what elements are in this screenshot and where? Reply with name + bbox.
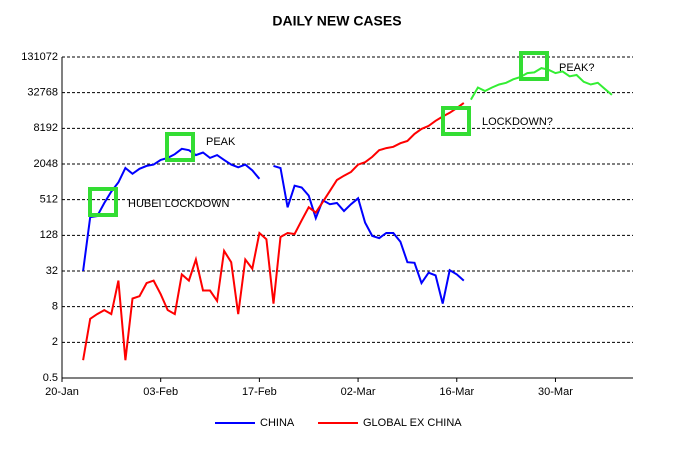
legend-label: CHINA xyxy=(260,417,295,429)
series-line xyxy=(273,164,465,304)
annotation-box xyxy=(88,187,118,217)
y-tick-label: 32768 xyxy=(27,87,58,99)
annotation-text: HUBEI LOCKDOWN xyxy=(128,198,230,210)
annotation-box xyxy=(519,51,549,81)
series-line xyxy=(82,102,465,361)
x-tick-label: 16-Mar xyxy=(439,386,474,398)
y-tick-label: 131072 xyxy=(21,51,58,63)
y-tick-label: 8192 xyxy=(34,122,58,134)
annotation-text: LOCKDOWN? xyxy=(482,116,553,128)
x-tick-label: 17-Feb xyxy=(242,386,277,398)
y-tick-label: 2048 xyxy=(34,158,58,170)
annotation-box xyxy=(441,106,471,136)
x-tick-label: 30-Mar xyxy=(538,386,573,398)
y-tick-label: 0.5 xyxy=(43,372,58,384)
x-tick-label: 03-Feb xyxy=(143,386,178,398)
annotation-text: PEAK? xyxy=(559,62,594,74)
annotation-box xyxy=(165,132,195,162)
x-tick-label: 02-Mar xyxy=(341,386,376,398)
y-tick-label: 8 xyxy=(52,301,58,313)
y-tick-label: 128 xyxy=(40,229,58,241)
annotation-text: PEAK xyxy=(206,136,236,148)
y-tick-label: 512 xyxy=(40,194,58,206)
x-tick-label: 20-Jan xyxy=(45,386,79,398)
chart-title: DAILY NEW CASES xyxy=(272,13,401,29)
y-tick-label: 2 xyxy=(52,336,58,348)
series-line xyxy=(470,67,613,101)
legend-label: GLOBAL EX CHINA xyxy=(363,417,462,429)
y-tick-label: 32 xyxy=(46,265,58,277)
